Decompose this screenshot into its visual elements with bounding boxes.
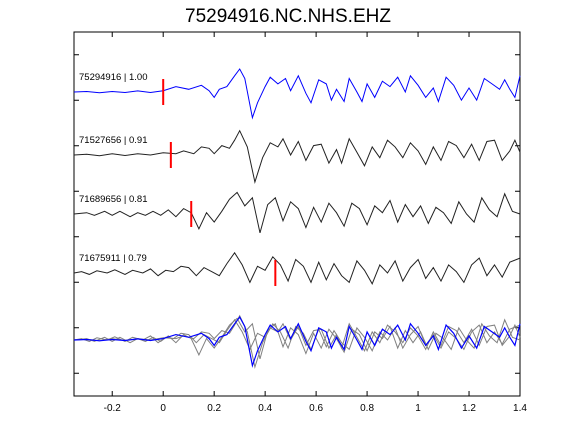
chart-title: 75294916.NC.NHS.EHZ xyxy=(185,6,391,27)
overlay-group xyxy=(73,314,521,369)
trace-line xyxy=(73,68,521,120)
x-tick-label: 0.8 xyxy=(360,403,374,414)
trace-label: 75294916 | 1.00 xyxy=(79,72,148,83)
x-ticks: -0.2 0 0.2 0.4 0.6 0.8 1 1.2 1.4 xyxy=(104,32,527,414)
x-tick-label: -0.2 xyxy=(104,403,122,414)
x-tick-label: 1 xyxy=(415,403,421,414)
overlay-trace-line xyxy=(73,318,521,352)
x-tick-label: 0.6 xyxy=(309,403,323,414)
trace-label: 71675911 | 0.79 xyxy=(79,253,147,264)
x-tick-label: 1.4 xyxy=(513,403,527,414)
trace-labels: 75294916 | 1.00 71527656 | 0.91 71689656 |… xyxy=(79,72,148,264)
pick-markers xyxy=(162,79,277,286)
trace-line xyxy=(73,251,521,285)
trace-group xyxy=(73,68,521,285)
x-tick-label: 0.4 xyxy=(258,403,272,414)
x-tick-label: 0.2 xyxy=(207,403,221,414)
trace-line xyxy=(73,129,521,184)
overlay-master-trace xyxy=(73,315,521,368)
x-tick-label: 1.2 xyxy=(462,403,476,414)
x-tick-label: 0 xyxy=(160,403,166,414)
trace-label: 71527656 | 0.91 xyxy=(79,135,148,146)
trace-label: 71689656 | 0.81 xyxy=(79,194,148,205)
y-ticks xyxy=(74,54,520,374)
overlay-trace-line xyxy=(73,314,521,369)
trace-line xyxy=(73,191,521,234)
